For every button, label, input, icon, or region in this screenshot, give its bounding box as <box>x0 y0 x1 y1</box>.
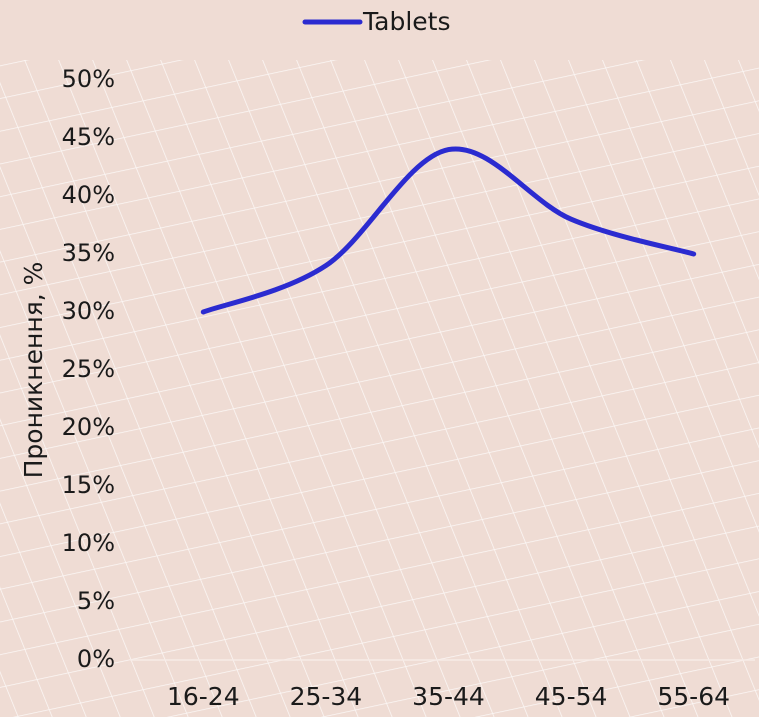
y-tick-label: 30% <box>62 297 115 325</box>
line <box>200 146 697 315</box>
x-tick-label: 45-54 <box>535 682 608 711</box>
y-tick-label: 40% <box>62 181 115 209</box>
y-tick-label: 10% <box>62 529 115 557</box>
x-tick-label: 55-64 <box>657 682 730 711</box>
y-tick-label: 20% <box>62 413 115 441</box>
y-tick-label: 45% <box>62 123 115 151</box>
y-tick-label: 5% <box>77 587 115 615</box>
x-tick-label: 35-44 <box>412 682 485 711</box>
y-tick-label: 25% <box>62 355 115 383</box>
x-tick-label: 16-24 <box>167 682 240 711</box>
y-tick-label: 15% <box>62 471 115 499</box>
y-axis-title: Проникнення, % <box>19 262 48 479</box>
y-tick-label: 0% <box>77 645 115 673</box>
legend-label: Tablets <box>362 7 450 36</box>
y-tick-label: 35% <box>62 239 115 267</box>
y-tick-label: 50% <box>62 65 115 93</box>
x-tick-label: 25-34 <box>290 682 363 711</box>
background-pattern <box>0 60 759 717</box>
